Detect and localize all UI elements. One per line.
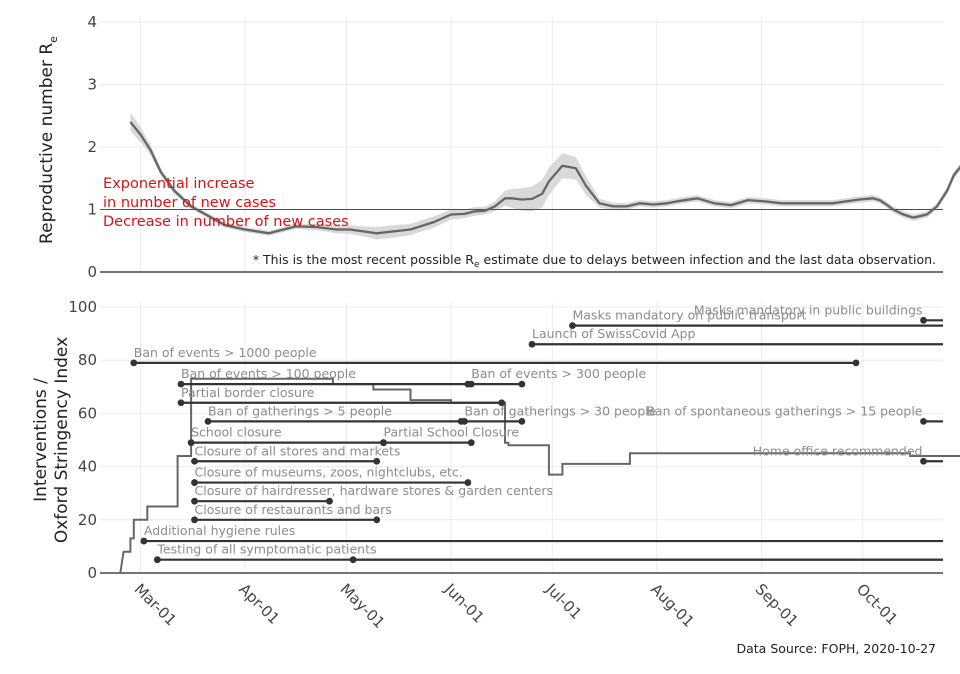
x-tick-label: May-01 <box>337 580 389 632</box>
re-y-tick-label: 4 <box>87 13 97 31</box>
intervention-end-dot <box>373 457 381 465</box>
intervention-label: Partial border closure <box>181 385 315 400</box>
intervention-end-dot <box>498 399 506 407</box>
intervention-end-dot <box>518 417 526 425</box>
intervention-label: Ban of gatherings > 30 people <box>465 403 657 418</box>
intervention-label: School closure <box>191 425 282 440</box>
re-y-tick-label: 3 <box>87 76 97 94</box>
x-tick-label: Mar-01 <box>131 580 180 629</box>
above-threshold-label-line1: Exponential increase <box>103 176 255 192</box>
re-y-axis-label-sub: e <box>47 36 60 43</box>
intervention-label: Launch of SwissCovid App <box>532 326 696 341</box>
intervention-label: Ban of events > 1000 people <box>134 345 317 360</box>
intervention-label: Masks mandatory on public transport <box>573 308 807 323</box>
intervention-label: Closure of museums, zoos, nightclubs, et… <box>195 465 463 480</box>
intervention-end-dot <box>518 380 526 388</box>
above-threshold-label-line2: in number of new cases <box>103 195 276 211</box>
intervention-label: Masks mandatory in public buildings <box>694 302 923 317</box>
re-y-tick-label: 1 <box>87 201 97 219</box>
x-tick-label: Jul-01 <box>542 579 586 623</box>
intervention-label: Ban of events > 100 people <box>181 366 356 381</box>
intervention-start-dot <box>920 316 927 324</box>
re-y-axis-label-main: Reproductive number R <box>37 43 57 244</box>
stringency-index-line <box>119 377 960 574</box>
footnote-part: estimate due to delays between infection… <box>480 252 936 267</box>
intervention-start-dot <box>349 556 357 564</box>
stringency-y-tick-label: 100 <box>68 298 97 316</box>
stringency-y-tick-label: 80 <box>78 351 97 369</box>
footnote-subscript: e <box>474 260 480 270</box>
intervention-start-dot <box>191 516 198 524</box>
intervention-label: Additional hygiene rules <box>144 523 295 538</box>
intervention-label: Partial School Closure <box>384 425 520 440</box>
intervention-start-dot <box>140 537 148 545</box>
intervention-start-dot <box>920 417 927 425</box>
intervention-end-dot <box>464 479 472 486</box>
re-series-line <box>129 121 960 235</box>
intervention-start-dot <box>191 497 198 505</box>
data-source-note: Data Source: FOPH, 2020-10-27 <box>737 641 937 656</box>
intervention-start-dot <box>153 556 161 564</box>
intervention-start-dot <box>191 479 198 486</box>
intervention-label: Closure of all stores and markets <box>195 443 401 458</box>
intervention-label: Home office recommended <box>753 443 923 458</box>
intervention-end-dot <box>326 497 333 505</box>
intervention-label: Testing of all symptomatic patients <box>156 542 376 557</box>
intervention-start-dot <box>920 457 927 465</box>
x-tick-label: Oct-01 <box>853 580 901 628</box>
stringency-y-axis-label-line2: Oxford Stringency Index <box>52 337 72 543</box>
re-y-tick-label: 2 <box>87 138 97 156</box>
intervention-label: Closure of restaurants and bars <box>195 502 392 517</box>
below-threshold-label: Decrease in number of new cases <box>103 214 349 230</box>
intervention-start-dot <box>461 417 468 425</box>
intervention-end-dot <box>373 516 381 524</box>
intervention-label: Closure of hairdresser, hardware stores … <box>195 483 554 498</box>
re-confidence-band <box>130 112 960 240</box>
stringency-y-tick-label: 20 <box>78 511 97 529</box>
intervention-start-dot <box>177 399 185 407</box>
x-tick-label: Jun-01 <box>440 579 487 626</box>
intervention-label: Ban of events > 300 people <box>471 366 646 381</box>
intervention-start-dot <box>187 439 195 447</box>
stringency-y-tick-label: 60 <box>78 404 97 422</box>
intervention-end-dot <box>467 439 475 447</box>
intervention-start-dot <box>177 380 185 388</box>
intervention-start-dot <box>191 457 198 465</box>
intervention-label: Ban of gatherings > 5 people <box>208 403 392 418</box>
intervention-end-dot <box>852 359 860 367</box>
intervention-start-dot <box>528 340 536 348</box>
re-y-tick-label: 0 <box>87 263 97 281</box>
re-footnote: * This is the most recent possible Re es… <box>253 252 936 270</box>
intervention-start-dot <box>467 380 475 388</box>
stringency-y-axis-label-line1: Interventions / <box>31 378 51 502</box>
intervention-start-dot <box>204 417 212 425</box>
x-tick-label: Sep-01 <box>752 580 802 630</box>
x-tick-label: Aug-01 <box>647 580 698 631</box>
intervention-label: Ban of spontaneous gatherings > 15 peopl… <box>646 403 922 418</box>
stringency-panel: 0 20 40 60 80 100 Interventions / Oxford String… <box>31 298 960 632</box>
stringency-y-tick-label: 0 <box>87 564 97 582</box>
intervention-start-dot <box>380 439 387 447</box>
stringency-y-tick-label: 40 <box>78 458 97 476</box>
x-tick-label: Apr-01 <box>235 580 283 628</box>
intervention-start-dot <box>130 359 138 367</box>
footnote-part: * This is the most recent possible R <box>253 252 474 267</box>
re-y-axis-label: Reproductive number Re <box>37 36 60 244</box>
intervention-start-dot <box>569 322 576 330</box>
